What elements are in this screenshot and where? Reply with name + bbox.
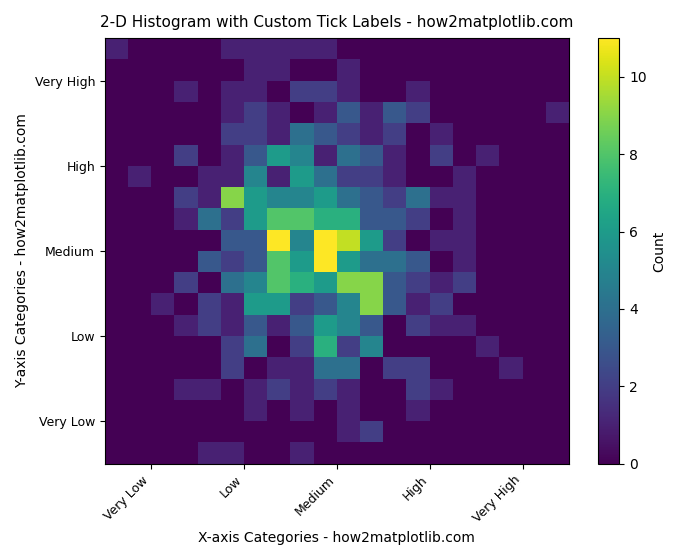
Y-axis label: Count: Count (652, 230, 666, 272)
Y-axis label: Y-axis Categories - how2matplotlib.com: Y-axis Categories - how2matplotlib.com (15, 114, 29, 389)
Title: 2-D Histogram with Custom Tick Labels - how2matplotlib.com: 2-D Histogram with Custom Tick Labels - … (100, 15, 573, 30)
X-axis label: X-axis Categories - how2matplotlib.com: X-axis Categories - how2matplotlib.com (198, 531, 475, 545)
